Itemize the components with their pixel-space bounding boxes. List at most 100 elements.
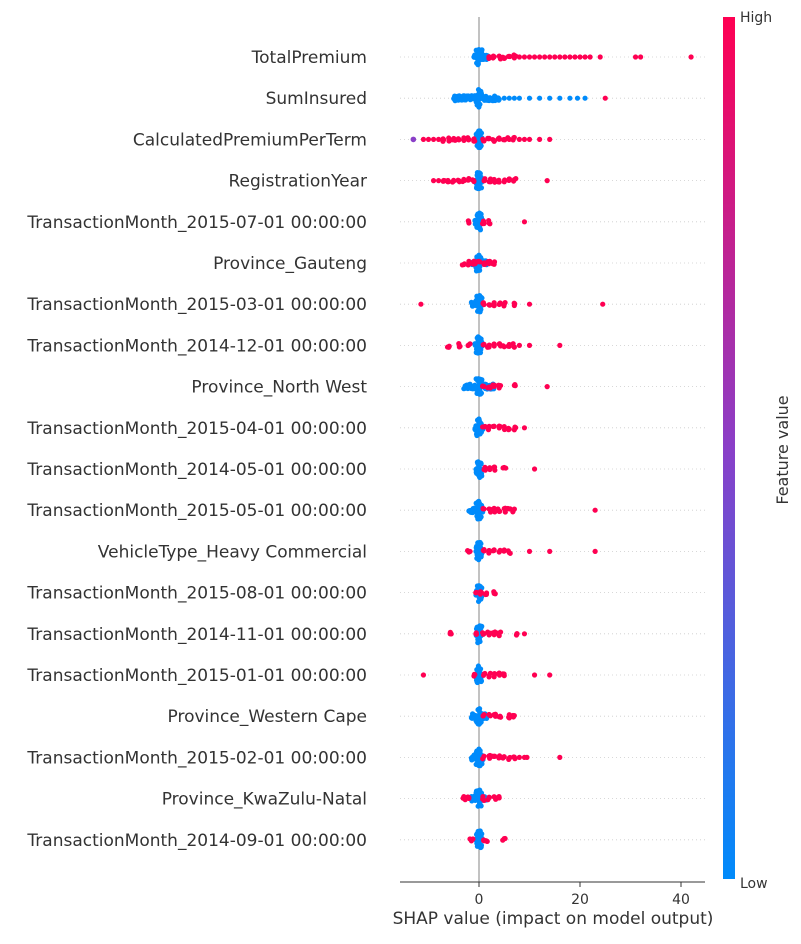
shap-point-high <box>521 136 528 142</box>
shap-point-high <box>486 794 493 801</box>
feature-label: TransactionMonth_2014-11-01 00:00:00 <box>26 625 367 645</box>
shap-point-high <box>473 631 479 637</box>
shap-point-high <box>477 591 483 597</box>
shap-point-high <box>531 672 538 678</box>
feature-label: TransactionMonth_2014-12-01 00:00:00 <box>26 336 367 356</box>
feature-label: TransactionMonth_2015-04-01 00:00:00 <box>26 419 367 439</box>
shap-point-high <box>510 341 516 347</box>
shap-point-high <box>459 262 465 268</box>
x-tick-label: 0 <box>475 892 484 908</box>
shap-point-high <box>544 384 550 390</box>
feature-label: TransactionMonth_2015-03-01 00:00:00 <box>26 295 367 315</box>
feature-label: TransactionMonth_2015-08-01 00:00:00 <box>26 584 367 604</box>
shap-point-low <box>476 93 482 99</box>
shap-point-low <box>475 636 481 642</box>
shap-point-low <box>501 95 507 101</box>
shap-point-high <box>505 425 512 431</box>
shap-point-low <box>475 499 481 505</box>
shap-point-high <box>557 342 563 348</box>
shap-point-high <box>688 54 694 60</box>
shap-point-high <box>547 672 553 678</box>
shap-point-high <box>512 383 518 389</box>
shap-point-high <box>479 383 486 389</box>
shap-point-high <box>524 754 530 761</box>
shap-point-high <box>511 52 517 58</box>
shap-point-low <box>547 95 553 101</box>
shap-point-low <box>477 800 483 806</box>
shap-point-high <box>449 179 456 185</box>
shap-point-high <box>506 343 512 349</box>
shap-point-high <box>526 54 533 60</box>
shap-point-high <box>471 138 477 144</box>
shap-point-high <box>490 423 497 430</box>
shap-point-high <box>480 713 486 719</box>
shap-point-high <box>482 464 488 470</box>
shap-point-high <box>512 756 518 762</box>
shap-point-low <box>477 677 483 683</box>
shap-point-high <box>505 548 511 554</box>
shap-point-high <box>436 178 442 184</box>
shap-point-high <box>492 711 499 717</box>
shap-point-high <box>485 385 491 391</box>
feature-label: TransactionMonth_2014-05-01 00:00:00 <box>26 460 367 480</box>
feature-label: Province_Gauteng <box>213 254 367 274</box>
shap-point-high <box>501 303 507 309</box>
shap-point-low <box>475 508 481 515</box>
x-ticks: 0 20 40 <box>475 882 690 908</box>
shap-point-mid <box>410 136 417 143</box>
shap-point-low <box>526 95 533 101</box>
shap-point-high <box>461 137 467 143</box>
shap-point-high <box>506 136 512 142</box>
shap-point-high <box>487 302 493 308</box>
shap-point-high <box>496 755 502 761</box>
shap-point-high <box>472 671 478 678</box>
shap-point-high <box>497 300 503 306</box>
shap-point-low <box>476 428 482 435</box>
shap-point-low <box>476 473 482 479</box>
shap-point-high <box>516 342 523 348</box>
shap-point-high <box>487 670 493 676</box>
shap-point-high <box>487 465 493 471</box>
shap-point-high <box>496 794 502 800</box>
shap-point-high <box>531 466 538 472</box>
shap-point-high <box>547 548 553 555</box>
shap-point-high <box>592 507 598 513</box>
shap-point-high <box>521 54 528 60</box>
shap-point-high <box>486 55 492 61</box>
feature-label: Province_Western Cape <box>168 707 368 727</box>
shap-point-low <box>574 95 581 101</box>
shap-point-low <box>476 746 482 752</box>
shap-point-high <box>544 178 550 184</box>
shap-point-low <box>477 539 483 546</box>
shap-point-high <box>521 425 528 431</box>
shap-point-high <box>526 548 533 555</box>
shap-point-high <box>531 54 538 60</box>
shap-point-high <box>479 424 486 430</box>
shap-point-low <box>477 267 483 273</box>
x-axis-label: SHAP value (impact on model output) <box>393 909 714 929</box>
shap-point-high <box>572 54 578 60</box>
shap-point-low <box>475 598 482 605</box>
shap-point-high <box>526 342 533 348</box>
shap-point-high <box>482 591 489 598</box>
shap-point-high <box>542 54 548 60</box>
shap-point-high <box>600 301 606 307</box>
shap-point-high <box>490 382 496 388</box>
shap-point-low <box>477 516 483 522</box>
feature-label: TransactionMonth_2015-01-01 00:00:00 <box>26 666 367 686</box>
shap-point-high <box>456 137 462 143</box>
shap-point-high <box>480 547 486 554</box>
shap-points <box>410 47 694 851</box>
shap-point-high <box>632 54 639 60</box>
shap-point-high <box>597 54 603 60</box>
shap-point-high <box>510 714 517 720</box>
shap-point-low <box>475 796 481 802</box>
shap-point-high <box>430 178 437 184</box>
shap-point-low <box>476 545 482 551</box>
colorbar-title: Feature value <box>773 395 792 504</box>
shap-point-low <box>567 95 573 101</box>
shap-point-high <box>491 671 498 677</box>
shap-point-high <box>445 179 451 185</box>
shap-point-low <box>475 624 481 630</box>
